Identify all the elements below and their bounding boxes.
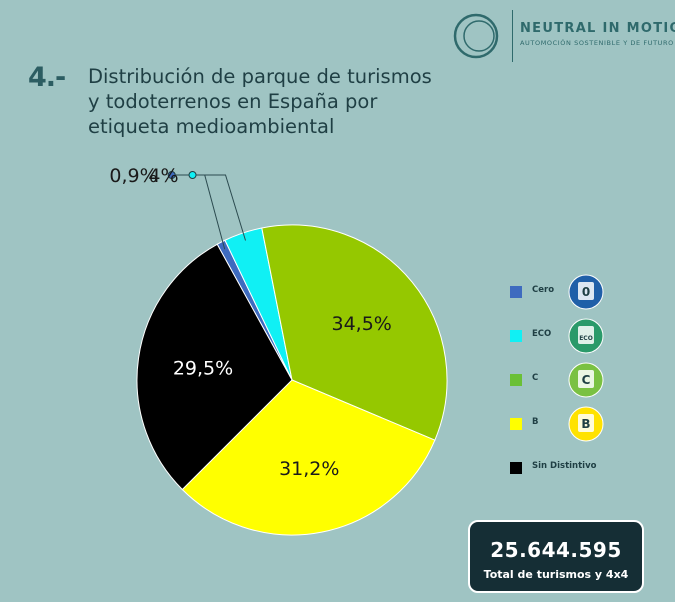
leader-dot (188, 171, 197, 179)
label-eco-badge-icon: ECO (568, 318, 604, 354)
label-b-badge-icon: B (568, 406, 604, 442)
badge-text: ECO (579, 335, 593, 342)
legend-label: Cero (532, 285, 555, 295)
brand-logo: NEUTRAL IN MOTION AUTOMOCIÓN SOSTENIBLE … (452, 6, 675, 66)
legend-item-c: C C (508, 362, 668, 408)
legend-item-cero: Cero 0 (508, 274, 668, 320)
leader-dot (167, 171, 176, 179)
chart-title-line: Distribución de parque de turismos (88, 65, 432, 88)
legend-swatch (510, 330, 522, 342)
legend-label: ECO (532, 329, 552, 339)
chart-title-line: y todoterrenos en España por (88, 90, 378, 113)
data-label: 4% (148, 165, 178, 187)
data-label: 34,5% (331, 313, 391, 335)
legend-label: Sin Distintivo (532, 461, 597, 471)
chart-title-line: etiqueta medioambiental (88, 115, 335, 138)
total-label: Total de turismos y 4x4 (483, 568, 629, 581)
data-label: 0,9% (109, 165, 157, 187)
badge-text: 0 (582, 285, 590, 299)
legend-swatch (510, 462, 522, 474)
legend-swatch (510, 286, 522, 298)
legend-label: C (532, 373, 539, 383)
brand-tagline: AUTOMOCIÓN SOSTENIBLE Y DE FUTURO (520, 39, 674, 47)
label-c-badge-icon: C (568, 362, 604, 398)
chart-title: Distribución de parque de turismos y tod… (88, 64, 468, 139)
legend-swatch (510, 418, 522, 430)
pie-slice-sin-distintivo (136, 243, 293, 491)
brand-divider (512, 10, 513, 62)
brand-name: NEUTRAL IN MOTION (520, 21, 675, 36)
legend-item-b: B B (508, 406, 668, 452)
data-label: 29,5% (173, 357, 233, 379)
badge-text: B (581, 417, 590, 431)
pie-slice-b (181, 379, 436, 536)
legend-label: B (532, 417, 539, 427)
label-cero-badge-icon: 0 (568, 274, 604, 310)
leader-line (171, 174, 226, 250)
brand-ring-icon (453, 13, 499, 59)
legend-swatch (510, 374, 522, 386)
total-value: 25.644.595 (490, 538, 622, 562)
legend-item-eco: ECO ECO (508, 318, 668, 364)
section-number: 4.- (28, 62, 66, 93)
leader-line (192, 174, 247, 241)
data-label: 31,2% (279, 458, 339, 480)
legend: Cero 0 ECO ECO C C B B Sin Distintivo (508, 274, 668, 496)
legend-item-sin-distintivo: Sin Distintivo (508, 452, 668, 496)
total-box: 25.644.595 Total de turismos y 4x4 (468, 520, 644, 593)
badge-text: C (582, 373, 591, 387)
